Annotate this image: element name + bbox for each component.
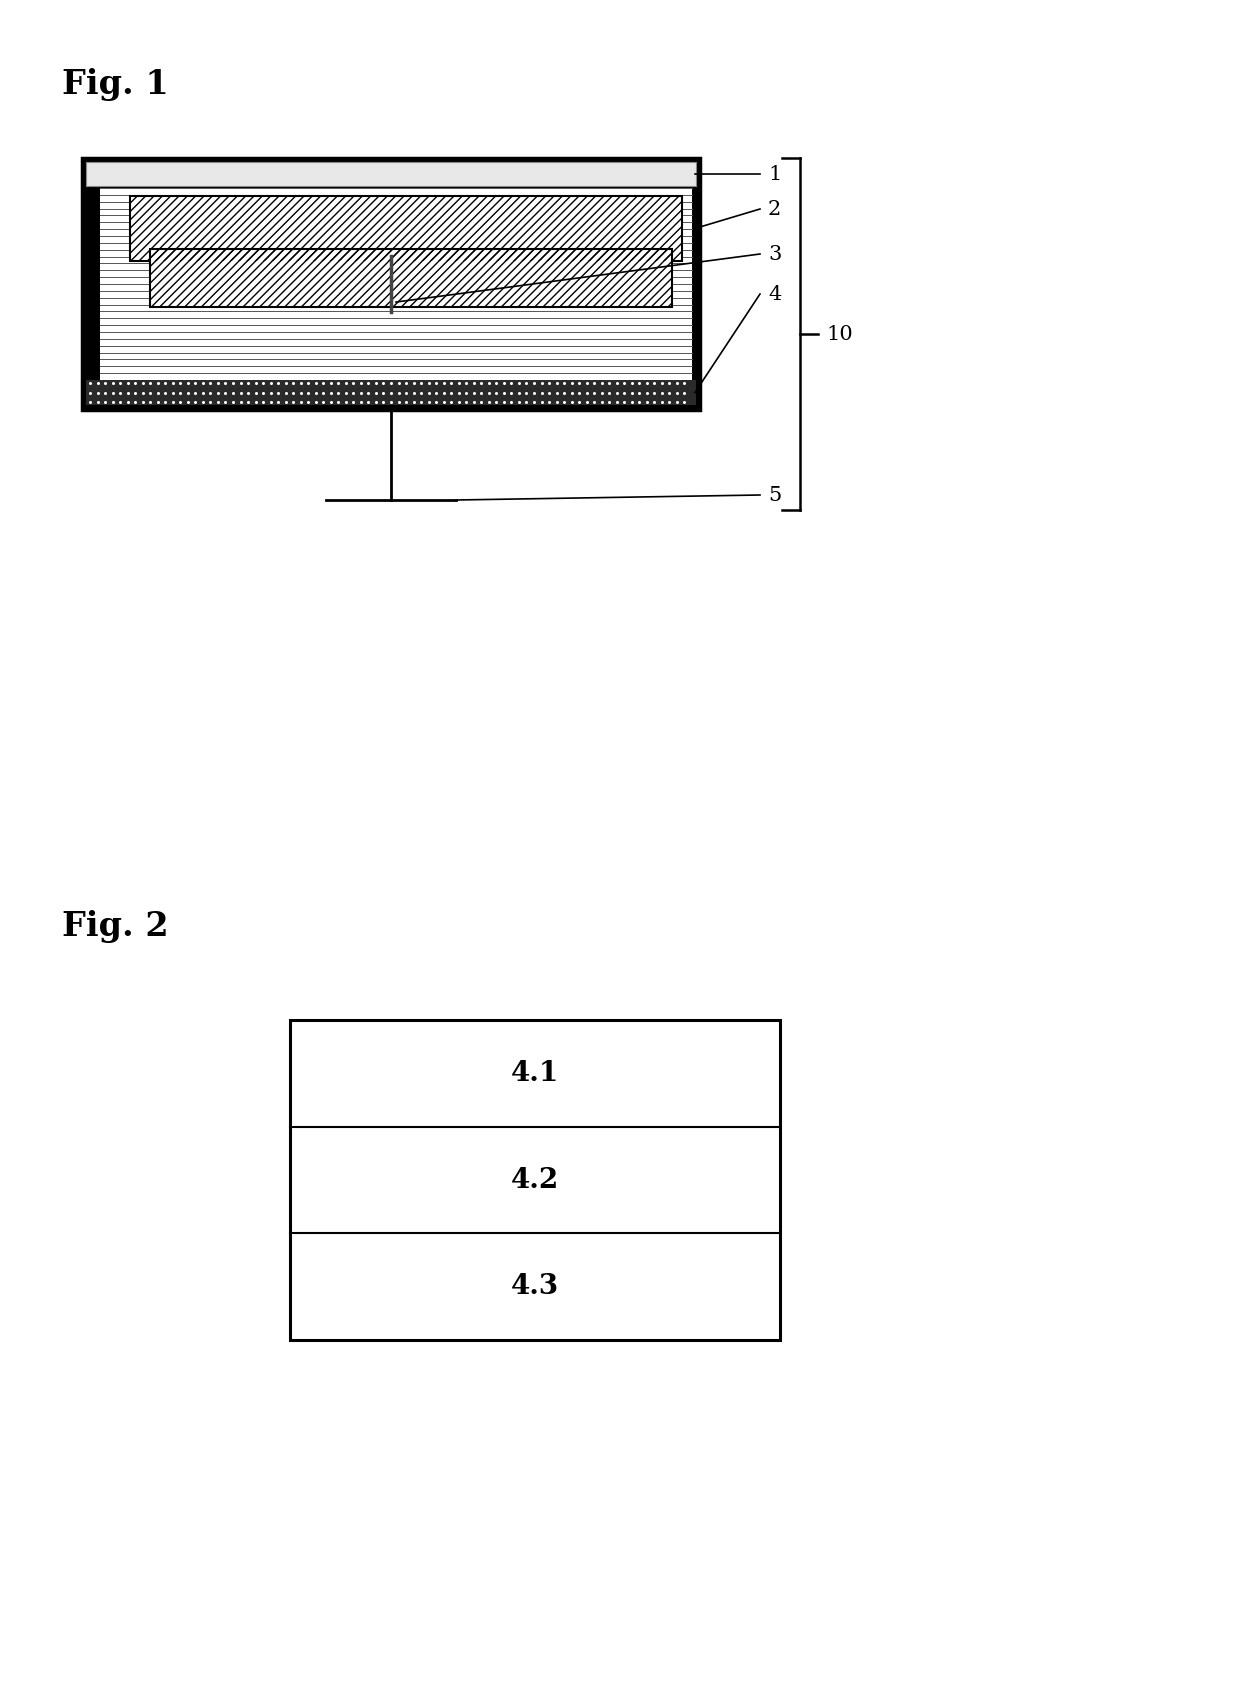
Text: 4.2: 4.2 xyxy=(511,1167,559,1194)
Bar xyxy=(290,1020,780,1340)
Bar xyxy=(130,195,682,261)
Bar xyxy=(100,188,692,380)
Text: 1: 1 xyxy=(768,165,781,183)
Text: 10: 10 xyxy=(826,324,853,343)
Bar xyxy=(150,250,672,307)
Bar xyxy=(130,195,682,261)
Text: 5: 5 xyxy=(768,486,781,504)
Text: 4.1: 4.1 xyxy=(511,1060,559,1087)
Bar xyxy=(82,158,701,409)
Text: Fig. 1: Fig. 1 xyxy=(62,68,169,100)
Text: Fig. 2: Fig. 2 xyxy=(62,910,169,942)
Text: 4.3: 4.3 xyxy=(511,1274,559,1301)
Bar xyxy=(86,161,696,187)
Text: 2: 2 xyxy=(768,199,781,219)
Text: 3: 3 xyxy=(768,245,781,263)
Bar xyxy=(150,250,672,307)
Text: 4: 4 xyxy=(768,285,781,304)
Bar xyxy=(86,380,696,406)
